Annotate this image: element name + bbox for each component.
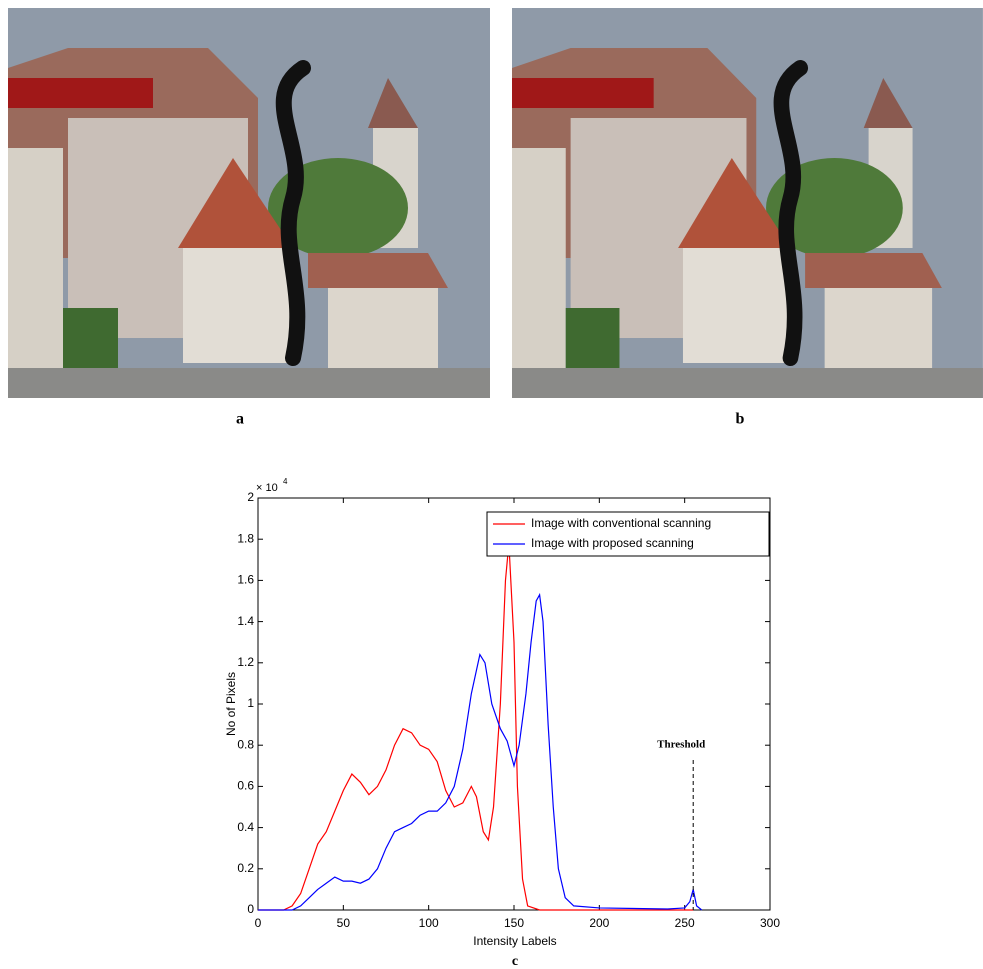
- data-line: [258, 592, 703, 911]
- x-tick-label: 100: [419, 916, 439, 930]
- y-tick-label: 0.4: [237, 820, 254, 834]
- plot-frame: [257, 497, 771, 911]
- photo-b: [512, 8, 983, 398]
- y-tick-label: 0: [247, 902, 254, 916]
- photo-a: [8, 8, 490, 398]
- y-tick-label: 1.6: [237, 573, 254, 587]
- legend-label: Image with proposed scanning: [531, 536, 694, 550]
- threshold-label: Threshold: [657, 739, 705, 751]
- y-tick-label: 0.8: [237, 737, 254, 751]
- y-tick-label: 1.8: [237, 531, 254, 545]
- x-tick-label: 250: [675, 916, 695, 930]
- x-tick-label: 150: [504, 916, 524, 930]
- panel-label: a: [236, 411, 244, 428]
- x-axis-label: Intensity Labels: [473, 934, 556, 948]
- y-tick-label: 1.4: [237, 614, 254, 628]
- y-tick-label: 0.2: [237, 861, 254, 875]
- y-multiplier-power: 4: [283, 477, 288, 486]
- y-axis-label: No of Pixels: [224, 672, 238, 736]
- legend-box: [486, 511, 770, 557]
- y-tick-label: 0.6: [237, 779, 254, 793]
- panel-label: b: [736, 411, 745, 428]
- legend-label: Image with conventional scanning: [531, 516, 711, 530]
- y-multiplier: × 10: [256, 482, 278, 494]
- panel-label: c: [512, 954, 518, 969]
- y-tick-label: 1: [247, 696, 254, 710]
- x-tick-label: 50: [337, 916, 351, 930]
- x-tick-label: 0: [255, 916, 262, 930]
- data-line: [258, 543, 694, 911]
- y-tick-label: 2: [247, 490, 254, 504]
- x-tick-label: 200: [589, 916, 609, 930]
- x-tick-label: 300: [760, 916, 780, 930]
- y-tick-label: 1.2: [237, 655, 254, 669]
